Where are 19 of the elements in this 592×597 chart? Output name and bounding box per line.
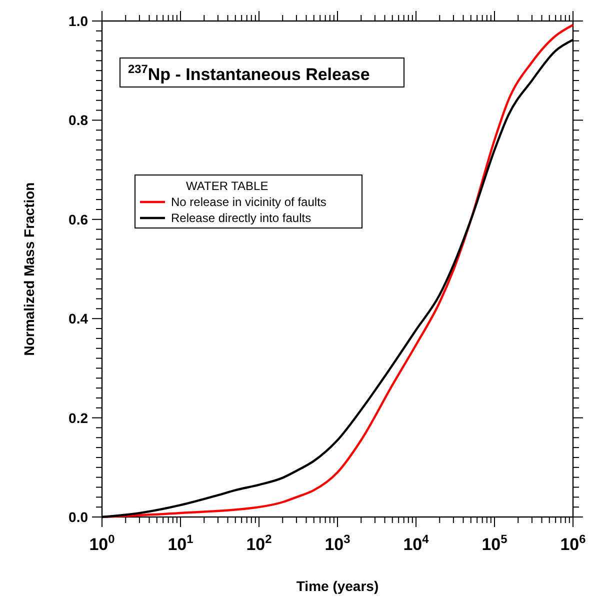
y-tick-label: 0.0 bbox=[68, 509, 88, 525]
x-tick-label: 10$^{6}$ bbox=[560, 532, 586, 554]
legend-label: No release in vicinity of faults bbox=[171, 195, 326, 209]
y-tick-label: 0.2 bbox=[68, 410, 88, 426]
text: $^{237}$Np - Instantaneous Release bbox=[128, 62, 370, 84]
x-tick-label: 10$^{0}$ bbox=[89, 532, 116, 554]
x-tick-label: 10$^{2}$ bbox=[246, 532, 272, 554]
x-axis-title: Time (years) bbox=[296, 578, 379, 594]
y-tick-label: 0.6 bbox=[68, 211, 88, 228]
x-tick-label: 10$^{3}$ bbox=[324, 532, 351, 554]
y-tick-label: 0.4 bbox=[68, 310, 88, 327]
x-tick-label: 10$^{5}$ bbox=[482, 532, 508, 554]
legend-title: WATER TABLE bbox=[186, 179, 268, 193]
y-tick-label: 1.0 bbox=[68, 13, 88, 29]
x-tick-label: 10$^{1}$ bbox=[168, 532, 194, 554]
legend-label: Release directly into faults bbox=[171, 211, 312, 225]
y-tick-label: 0.8 bbox=[68, 112, 88, 128]
y-axis-title: Normalized Mass Fraction bbox=[21, 182, 37, 356]
x-tick-label: 10$^{4}$ bbox=[403, 532, 430, 554]
